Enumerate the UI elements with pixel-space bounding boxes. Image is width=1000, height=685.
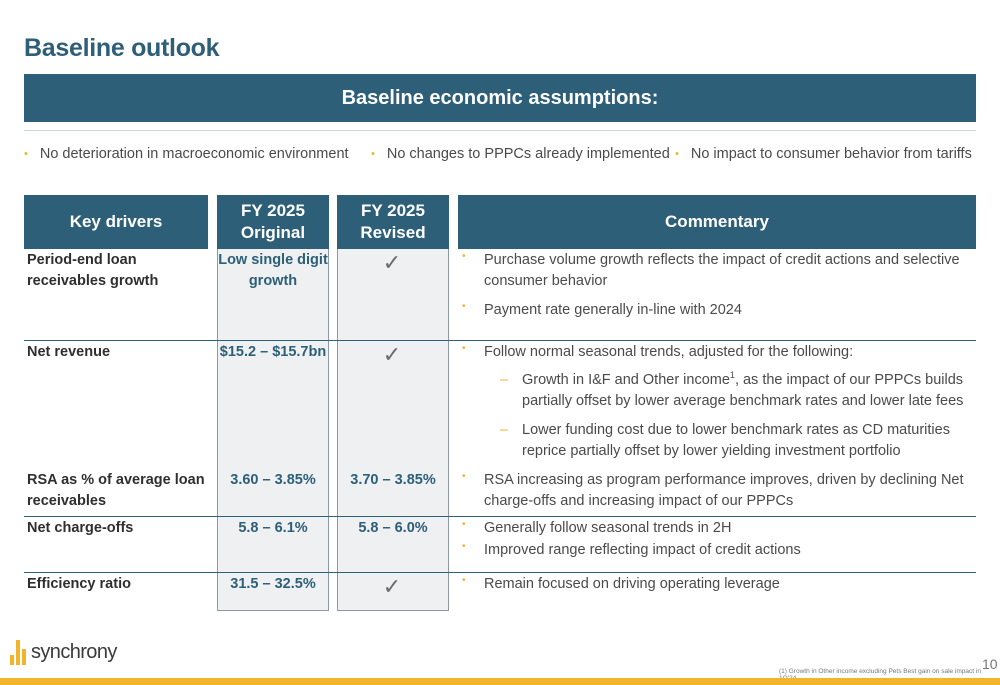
commentary-item: • Purchase volume growth reflects the imp…	[462, 251, 960, 290]
dash-icon: –	[500, 372, 509, 388]
synchrony-logo: synchrony	[10, 640, 117, 665]
original-value: 31.5 – 32.5%	[230, 576, 316, 592]
divider	[24, 130, 976, 131]
assumption-item: • No deterioration in macroeconomic envir…	[24, 146, 349, 162]
commentary-subitem: – Lower funding cost due to lower benchma…	[500, 422, 950, 460]
driver-net-charge-offs: Net charge-offs	[27, 520, 134, 536]
revised-value: 5.8 – 6.0%	[358, 520, 428, 536]
check-icon: ✓	[382, 250, 402, 275]
check-icon: ✓	[382, 342, 402, 367]
bullet-icon: •	[462, 541, 466, 552]
driver-efficiency-ratio: Efficiency ratio	[27, 576, 131, 592]
footer-accent-bar	[0, 678, 1000, 685]
bullet-icon: •	[462, 575, 466, 586]
row-divider	[24, 340, 976, 341]
logo-mark-icon	[10, 640, 26, 665]
bullet-icon: •	[462, 301, 466, 312]
header-commentary: Commentary	[458, 195, 976, 249]
revised-column	[337, 195, 449, 611]
logo-text: synchrony	[31, 641, 117, 663]
assumptions-list: • No deterioration in macroeconomic envir…	[24, 146, 976, 166]
assumptions-banner: Baseline economic assumptions:	[24, 74, 976, 122]
assumption-item: • No changes to PPPCs already implemented	[371, 146, 670, 162]
commentary-item: • Improved range reflecting impact of cre…	[462, 541, 801, 558]
bullet-icon: •	[675, 148, 679, 160]
original-value: $15.2 – $15.7bn	[219, 344, 327, 360]
bullet-icon: •	[24, 148, 28, 160]
row-divider	[24, 516, 976, 517]
bullet-icon: •	[462, 519, 466, 530]
commentary-item: • Generally follow seasonal trends in 2H	[462, 519, 732, 536]
header-key-drivers: Key drivers	[24, 195, 208, 249]
assumption-item: • No impact to consumer behavior from tar…	[675, 146, 972, 162]
revised-value: 3.70 – 3.85%	[350, 472, 436, 488]
driver-loan-receivables-growth: Period-end loan receivables growth	[27, 252, 159, 290]
commentary-item: • RSA increasing as program performance i…	[462, 471, 964, 510]
bullet-icon: •	[462, 251, 466, 262]
header-fy-revised: FY 2025 Revised	[337, 195, 449, 249]
original-value: 3.60 – 3.85%	[230, 472, 316, 488]
commentary-item: • Follow normal seasonal trends, adjusted…	[462, 343, 854, 360]
check-icon: ✓	[382, 574, 402, 599]
driver-rsa: RSA as % of average loan receivables	[27, 472, 205, 510]
dash-icon: –	[500, 422, 509, 438]
bullet-icon: •	[462, 343, 466, 354]
original-value: 5.8 – 6.1%	[238, 520, 308, 536]
original-column	[217, 195, 329, 611]
commentary-item: • Payment rate generally in-line with 202…	[462, 301, 742, 318]
row-divider	[24, 572, 976, 573]
bullet-icon: •	[462, 471, 466, 482]
driver-net-revenue: Net revenue	[27, 344, 111, 360]
commentary-item: • Remain focused on driving operating lev…	[462, 575, 780, 592]
page-number: 10	[982, 656, 998, 672]
original-value: Low single digit growth	[218, 252, 328, 290]
header-fy-original: FY 2025 Original	[217, 195, 329, 249]
bullet-icon: •	[371, 148, 375, 160]
commentary-subitem: – Growth in I&F and Other income1, as the…	[500, 370, 964, 410]
page-title: Baseline outlook	[24, 34, 220, 62]
